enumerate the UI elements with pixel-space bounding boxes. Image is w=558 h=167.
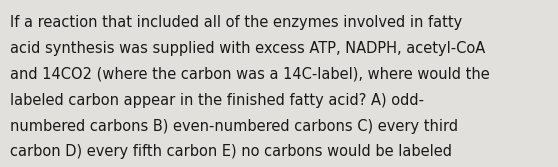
Text: acid synthesis was supplied with excess ATP, NADPH, acetyl-CoA: acid synthesis was supplied with excess … xyxy=(10,41,485,56)
Text: and 14CO2 (where the carbon was a 14C-label), where would the: and 14CO2 (where the carbon was a 14C-la… xyxy=(10,67,490,82)
Text: labeled carbon appear in the finished fatty acid? A) odd-: labeled carbon appear in the finished fa… xyxy=(10,93,424,108)
Text: numbered carbons B) even-numbered carbons C) every third: numbered carbons B) even-numbered carbon… xyxy=(10,119,458,134)
Text: carbon D) every fifth carbon E) no carbons would be labeled: carbon D) every fifth carbon E) no carbo… xyxy=(10,144,452,159)
Text: If a reaction that included all of the enzymes involved in fatty: If a reaction that included all of the e… xyxy=(10,15,462,30)
